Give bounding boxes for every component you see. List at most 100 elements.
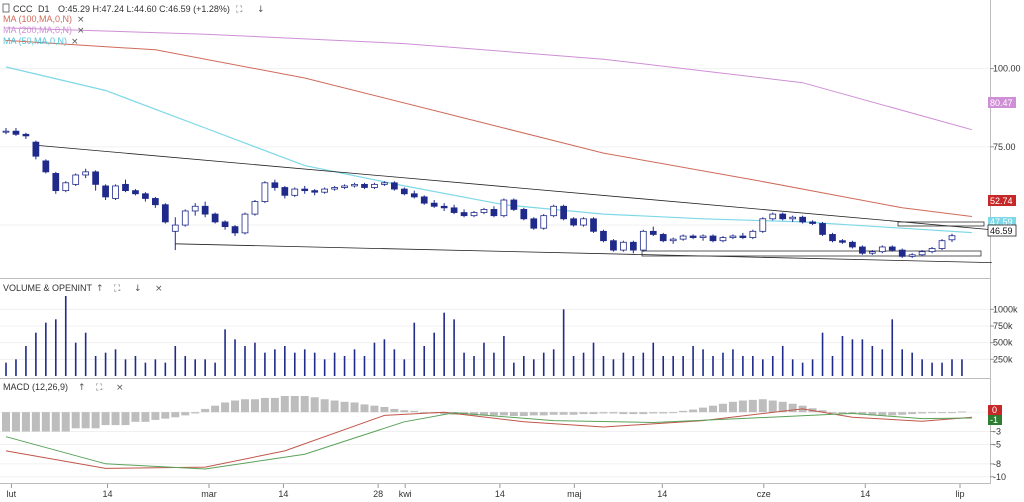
macd-hist-bar [948, 412, 956, 414]
volume-close-icon[interactable]: × [155, 284, 163, 294]
macd-hist-bar [679, 410, 688, 413]
candle-body [62, 182, 70, 192]
candle-body [649, 230, 657, 235]
macd-hist-bar [938, 412, 947, 414]
volume-bar [174, 346, 177, 376]
macd-hist-bar [171, 412, 180, 418]
chart-header: CCC D1 O:45.29 H:47.24 L:44.60 C:46.59 (… [2, 3, 265, 47]
macd-hist-bar [131, 412, 140, 422]
panel-down-icon[interactable]: ↓ [257, 5, 265, 15]
volume-bar [961, 359, 963, 376]
candle-body [301, 188, 309, 192]
volume-bar [821, 332, 824, 376]
candle-body [789, 216, 797, 220]
candle-body [470, 212, 478, 217]
candle-body [759, 218, 767, 232]
ma100-close-icon[interactable]: × [77, 15, 85, 25]
macd-hist-bar [529, 412, 538, 416]
macd-lines [5, 408, 972, 470]
volume-bar [781, 346, 784, 376]
volume-bar [5, 362, 7, 376]
volume-bar [752, 356, 754, 376]
volume-bar [313, 352, 316, 376]
trendline-lower[interactable] [175, 243, 992, 264]
macd-hist-bar [788, 403, 797, 413]
price-badges: 80.47 52.74 47.59 46.59 0 -1 [987, 97, 1017, 425]
volume-bar [303, 349, 306, 376]
macd-hist-bar [360, 404, 369, 413]
volume-bar [453, 319, 455, 376]
macd-tick-label: -10 [993, 472, 1006, 482]
macd-close-icon[interactable]: × [116, 383, 124, 393]
macd-hist-bar [440, 412, 449, 415]
candle-body [888, 246, 896, 251]
trendline-upper[interactable] [35, 144, 992, 231]
macd-hist-bar [71, 412, 80, 429]
macd-expand-icon[interactable]: ⛶ [95, 382, 103, 393]
volume-bar [513, 362, 515, 376]
candle-body [839, 240, 846, 243]
volume-tick-label: 250k [993, 354, 1013, 364]
date-tick-label: 28 [373, 489, 383, 499]
candle-body [580, 218, 587, 226]
macd-hist-bar [400, 410, 409, 413]
volume-bar [154, 359, 157, 376]
macd-hist-bar [81, 412, 90, 429]
macd-hist-bar [858, 412, 867, 415]
candle-body [430, 202, 438, 207]
candle-body [171, 224, 179, 232]
volume-bar [881, 349, 884, 376]
candle-body [72, 174, 80, 185]
macd-hist-bar [928, 412, 937, 414]
macd-hist-bar [191, 412, 200, 414]
candle-body [629, 241, 637, 251]
macd-hist-bar [509, 412, 518, 417]
macd-up-icon[interactable]: ↑ [78, 383, 86, 393]
macd-hist-bar [669, 412, 678, 414]
candle-body [32, 141, 40, 157]
resistance-zone-box[interactable] [897, 221, 985, 227]
collapse-icon[interactable] [2, 3, 10, 13]
macd-tick-label: -8 [993, 459, 1001, 469]
panel-expand-icon[interactable]: ⛶ [235, 4, 243, 15]
signal-badge-text: -1 [990, 415, 998, 425]
candle-body [918, 251, 926, 256]
volume-bar [403, 359, 406, 376]
macd-hist-bar [768, 400, 777, 413]
support-zone-box[interactable] [641, 250, 982, 257]
macd-hist-bar [211, 405, 220, 413]
macd-hist-bar [290, 396, 299, 413]
candle-body [221, 221, 229, 228]
ma200-close-icon[interactable]: × [77, 26, 85, 36]
ma50-close-icon[interactable]: × [71, 37, 79, 47]
ma200-badge [988, 97, 1016, 108]
ohlc-readout: O:45.29 H:47.24 L:44.60 C:46.59 (+1.28%) [58, 4, 230, 14]
volume-expand-icon[interactable]: ⛶ [113, 283, 121, 294]
macd-hist-bar [549, 412, 558, 415]
volume-bar [463, 352, 465, 376]
macd-tick-label: -3 [993, 427, 1001, 437]
candle-body [321, 188, 329, 193]
volume-bar [124, 359, 127, 376]
macd-hist-bar [898, 412, 907, 415]
volume-bar [363, 356, 366, 376]
ma200-legend[interactable]: MA (200,MA,0,N) [3, 25, 72, 35]
candle-body [948, 235, 956, 241]
ma100-legend[interactable]: MA (100,MA,0,N) [3, 14, 72, 24]
candle-body [440, 205, 448, 209]
candle-body [769, 213, 777, 220]
volume-bar [622, 352, 625, 376]
volume-bar [353, 349, 356, 376]
volume-bar [383, 339, 386, 376]
macd-hist-bar [250, 399, 259, 413]
volume-bar [662, 356, 665, 376]
candle-body [271, 182, 279, 188]
volume-down-icon[interactable]: ↓ [134, 284, 142, 294]
macd-hist-bar [748, 399, 757, 413]
volume-up-icon[interactable]: ↑ [96, 284, 104, 294]
macd-hist-bar [231, 400, 240, 413]
ma50-legend[interactable]: MA (50,MA,0,N) [3, 36, 67, 46]
volume-bar [702, 349, 704, 376]
macd-hist-bar [300, 396, 309, 413]
